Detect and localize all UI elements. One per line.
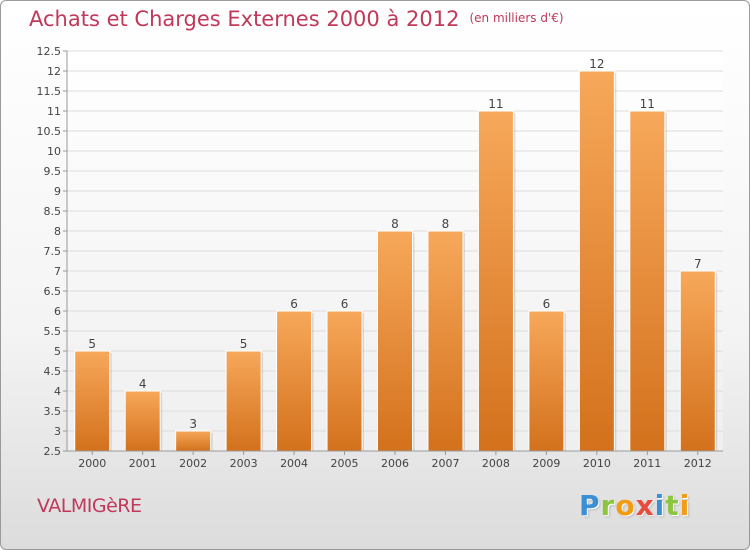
logo-letter: i [679, 489, 691, 522]
y-tick-label: 7 [54, 265, 61, 278]
logo-letter: r [600, 489, 616, 522]
data-label: 8 [391, 217, 399, 231]
y-tick-label: 3.5 [44, 405, 62, 418]
x-tick-label: 2007 [431, 457, 459, 470]
y-tick-label: 9 [54, 185, 61, 198]
x-tick-label: 2006 [381, 457, 409, 470]
data-label: 11 [488, 97, 503, 111]
logo-letter: P [579, 489, 601, 522]
y-tick-label: 9.5 [44, 165, 62, 178]
data-label: 6 [341, 297, 349, 311]
y-tick-label: 4.5 [44, 365, 62, 378]
bar-2007 [427, 230, 464, 452]
x-tick-label: 2001 [129, 457, 157, 470]
logo-letter: x [635, 489, 655, 522]
logo-letter: i [654, 489, 666, 522]
y-tick-label: 5 [54, 345, 61, 358]
y-tick-label: 11 [47, 105, 61, 118]
bar-2009 [528, 310, 565, 452]
chart-title: Achats et Charges Externes 2000 à 2012 (e… [29, 7, 564, 31]
logo-letter: o [615, 489, 636, 522]
y-tick-label: 10 [47, 145, 61, 158]
y-tick-label: 6 [54, 305, 61, 318]
x-tick-label: 2009 [532, 457, 560, 470]
x-tick-label: 2004 [280, 457, 308, 470]
commune-name: VALMIGèRE [37, 495, 142, 517]
data-label: 11 [640, 97, 655, 111]
data-label: 5 [88, 337, 96, 351]
proxiti-logo[interactable]: Proxiti [579, 489, 690, 522]
x-tick-label: 2010 [583, 457, 611, 470]
chart-subtitle: (en milliers d'€) [469, 11, 564, 25]
x-tick-label: 2012 [684, 457, 712, 470]
y-tick-label: 5.5 [44, 325, 62, 338]
axes-group: 2.5 3 3.5 4 4.5 5 5.5 6 6.5 7 7.5 8 8.5 9 9.5 10 10.5 11 1… [37, 45, 723, 470]
bars-group: 5 4 3 5 6 6 8 8 11 6 12 11 7 [74, 57, 718, 452]
data-label: 5 [240, 337, 248, 351]
data-label: 3 [189, 417, 197, 431]
chart-title-text: Achats et Charges Externes 2000 à 2012 [29, 7, 460, 31]
bar-2000 [74, 350, 111, 452]
y-tick-label: 3 [54, 425, 61, 438]
x-tick-label: 2008 [482, 457, 510, 470]
x-tick-label: 2003 [230, 457, 258, 470]
data-label: 6 [543, 297, 551, 311]
bar-2003 [225, 350, 262, 452]
x-tick-label: 2000 [78, 457, 106, 470]
y-tick-label: 2.5 [44, 445, 62, 458]
x-tick-label: 2002 [179, 457, 207, 470]
y-tick-label: 10.5 [37, 125, 62, 138]
y-tick-label: 12.5 [37, 45, 62, 58]
y-tick-label: 7.5 [44, 245, 62, 258]
bar-2004 [276, 310, 313, 452]
x-tick-label: 2005 [331, 457, 359, 470]
data-label: 6 [290, 297, 298, 311]
bar-2002 [175, 430, 212, 452]
bar-2005 [326, 310, 363, 452]
data-label: 8 [442, 217, 450, 231]
y-tick-label: 12 [47, 65, 61, 78]
data-label: 4 [139, 377, 147, 391]
y-tick-label: 8 [54, 225, 61, 238]
y-tick-label: 6.5 [44, 285, 62, 298]
logo-letter: t [665, 489, 680, 522]
bar-2008 [477, 110, 514, 452]
bar-2011 [629, 110, 666, 452]
y-tick-label: 4 [54, 385, 61, 398]
x-tick-label: 2011 [633, 457, 661, 470]
bar-2001 [124, 390, 161, 452]
y-tick-label: 8.5 [44, 205, 62, 218]
bar-2006 [377, 230, 413, 452]
bar-2010 [578, 70, 615, 452]
y-tick-label: 11.5 [37, 85, 62, 98]
bar-2012 [679, 270, 716, 452]
data-label: 7 [694, 257, 702, 271]
data-label: 12 [589, 57, 604, 71]
